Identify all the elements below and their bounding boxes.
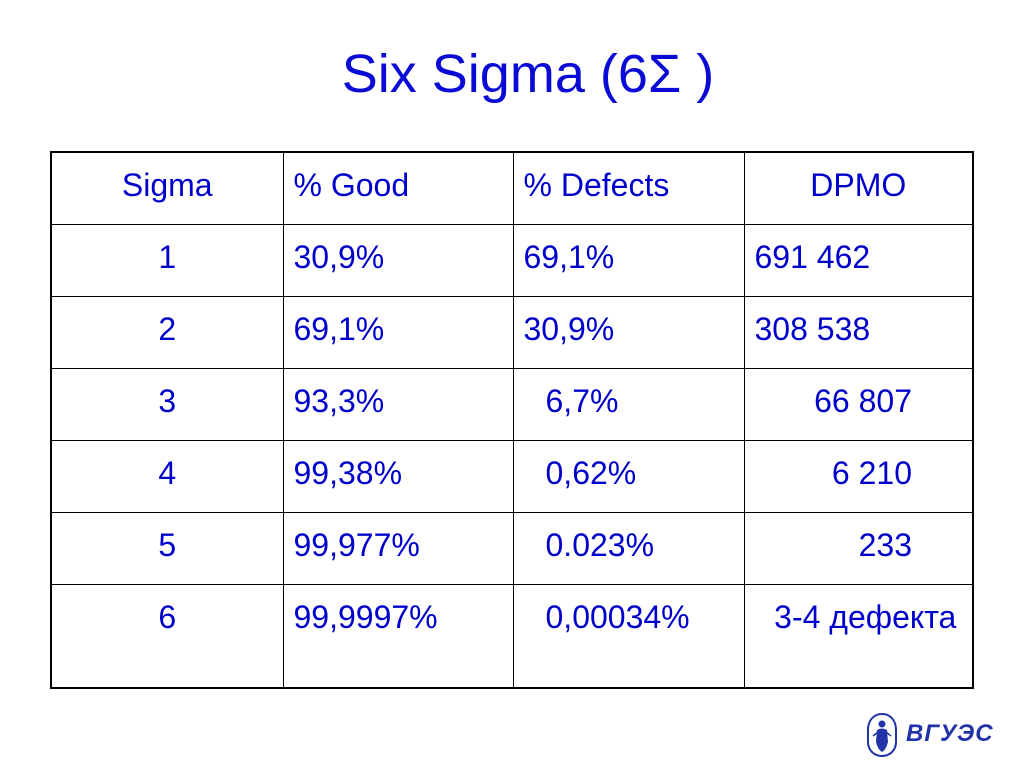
cell-sigma: 5	[50, 511, 284, 585]
cell-defects: 0,00034%	[512, 583, 745, 689]
cell-defects: 6,7%	[512, 367, 745, 441]
header-sigma: Sigma	[50, 151, 284, 225]
cell-defects: 0.023%	[512, 511, 745, 585]
cell-defects: 30,9%	[512, 295, 745, 369]
cell-dpmo: 66 807	[743, 367, 974, 441]
table-row: 2 69,1% 30,9% 308 538	[50, 295, 974, 369]
table-header-row: Sigma % Good % Defects DPMO	[50, 151, 974, 225]
cell-good: 99,38%	[282, 439, 514, 513]
cell-good: 30,9%	[282, 223, 514, 297]
cell-dpmo: 691 462	[743, 223, 974, 297]
table-row: 3 93,3% 6,7% 66 807	[50, 367, 974, 441]
cell-dpmo: 3-4 дефекта	[743, 583, 974, 689]
university-logo: ВГУЭС	[864, 712, 994, 758]
logo-text: ВГУЭС	[906, 720, 994, 747]
cell-defects: 69,1%	[512, 223, 745, 297]
cell-sigma: 2	[50, 295, 284, 369]
cell-good: 99,977%	[282, 511, 514, 585]
header-dpmo: DPMO	[743, 151, 974, 225]
sigma-table: Sigma % Good % Defects DPMO 1 30,9% 69,1…	[50, 151, 974, 689]
header-good: % Good	[282, 151, 514, 225]
cell-dpmo: 6 210	[743, 439, 974, 513]
cell-dpmo: 233	[743, 511, 974, 585]
cell-sigma: 3	[50, 367, 284, 441]
cell-sigma: 6	[50, 583, 284, 689]
cell-good: 93,3%	[282, 367, 514, 441]
table-row: 1 30,9% 69,1% 691 462	[50, 223, 974, 297]
cell-good: 99,9997%	[282, 583, 514, 689]
slide-title: Six Sigma (6Σ )	[341, 44, 715, 104]
header-defects: % Defects	[512, 151, 745, 225]
cell-good: 69,1%	[282, 295, 514, 369]
cell-dpmo: 308 538	[743, 295, 974, 369]
table-row: 6 99,9997% 0,00034% 3-4 дефекта	[50, 583, 974, 689]
cell-defects: 0,62%	[512, 439, 745, 513]
emblem-icon	[867, 712, 897, 758]
cell-sigma: 4	[50, 439, 284, 513]
table-row: 4 99,38% 0,62% 6 210	[50, 439, 974, 513]
cell-sigma: 1	[50, 223, 284, 297]
table-row: 5 99,977% 0.023% 233	[50, 511, 974, 585]
